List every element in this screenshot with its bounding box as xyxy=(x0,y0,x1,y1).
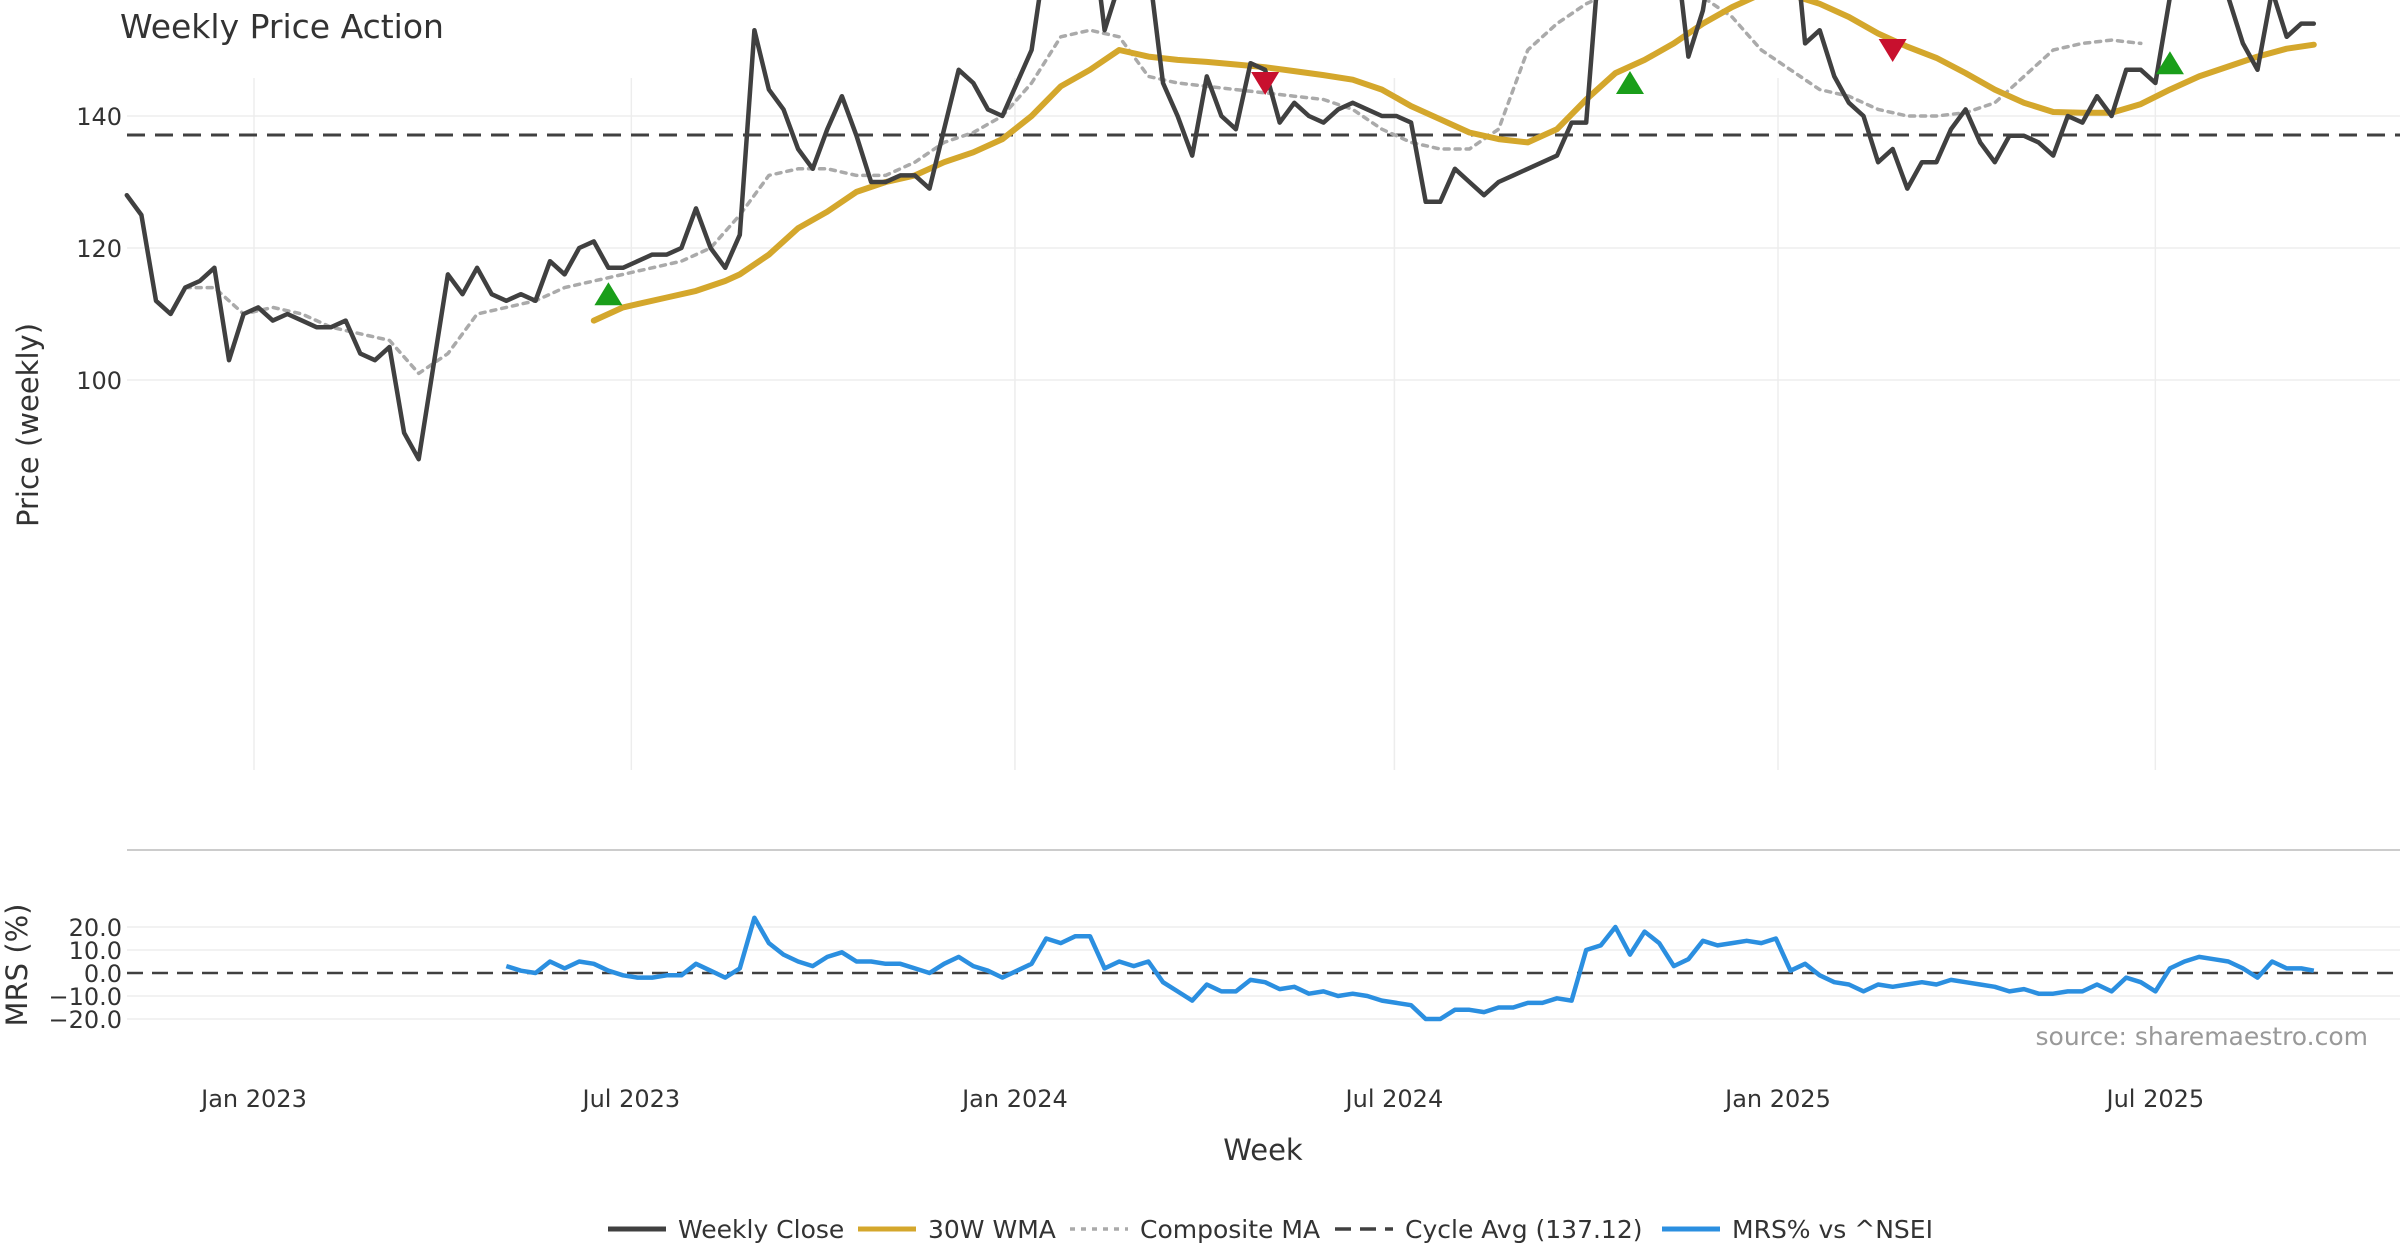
buy-signal-marker xyxy=(1615,71,1644,94)
legend-label: 30W WMA xyxy=(928,1215,1056,1244)
buy-signal-marker xyxy=(594,282,623,306)
x-ticks: Jan 2023 Jul 2023 Jan 2024 Jul 2024 Jan 2025… xyxy=(199,1085,2204,1113)
price-y-axis-label: Price (weekly) xyxy=(11,323,45,527)
x-tick-label: Jan 2024 xyxy=(960,1085,1068,1113)
mrs-series-group xyxy=(505,915,2315,1022)
x-tick-label: Jul 2025 xyxy=(2105,1085,2205,1113)
x-tick-label: Jul 2024 xyxy=(1344,1085,1444,1113)
mrs-y-tick-label: −20.0 xyxy=(48,1006,122,1034)
legend-label: Composite MA xyxy=(1140,1215,1320,1244)
mrs-line xyxy=(505,915,2315,1022)
weekly-close-line xyxy=(124,0,2317,462)
mrs-gridlines xyxy=(127,926,2400,1020)
x-axis-label: Week xyxy=(1223,1133,1303,1167)
x-tick-label: Jul 2023 xyxy=(581,1085,681,1113)
legend-label: Cycle Avg (137.12) xyxy=(1405,1215,1643,1244)
price-gridlines xyxy=(127,78,2400,770)
mrs-y-axis-label: MRS (%) xyxy=(0,904,34,1027)
chart-title: Weekly Price Action xyxy=(120,7,444,46)
price-y-tick-label: 100 xyxy=(76,367,122,395)
mrs-y-tick-label: −10.0 xyxy=(48,983,122,1011)
legend-label: MRS% vs ^NSEI xyxy=(1732,1215,1933,1244)
legend: Weekly Close 30W WMA Composite MA Cycle Avg… xyxy=(608,1215,1933,1244)
price-y-ticks: 100120140160180 xyxy=(76,103,122,395)
x-tick-label: Jan 2023 xyxy=(199,1085,307,1113)
legend-label: Weekly Close xyxy=(678,1215,844,1244)
wma-30w-line xyxy=(590,0,2317,324)
price-y-tick-label: 120 xyxy=(76,235,122,263)
mrs-y-ticks: 20.010.00.0−10.0−20.0 xyxy=(48,914,122,1034)
price-y-tick-label: 140 xyxy=(76,103,122,131)
price-series-group xyxy=(124,0,2317,462)
mrs-y-tick-label: 20.0 xyxy=(69,914,122,942)
mrs-y-tick-label: 0.0 xyxy=(84,960,122,988)
sell-signal-marker xyxy=(1878,39,1907,62)
signal-markers xyxy=(594,39,2184,306)
sell-signal-marker xyxy=(1251,72,1280,95)
buy-signal-marker xyxy=(2155,51,2184,75)
source-note: source: sharemaestro.com xyxy=(2036,1022,2369,1051)
mrs-y-tick-label: 10.0 xyxy=(69,937,122,965)
x-tick-label: Jan 2025 xyxy=(1723,1085,1831,1113)
